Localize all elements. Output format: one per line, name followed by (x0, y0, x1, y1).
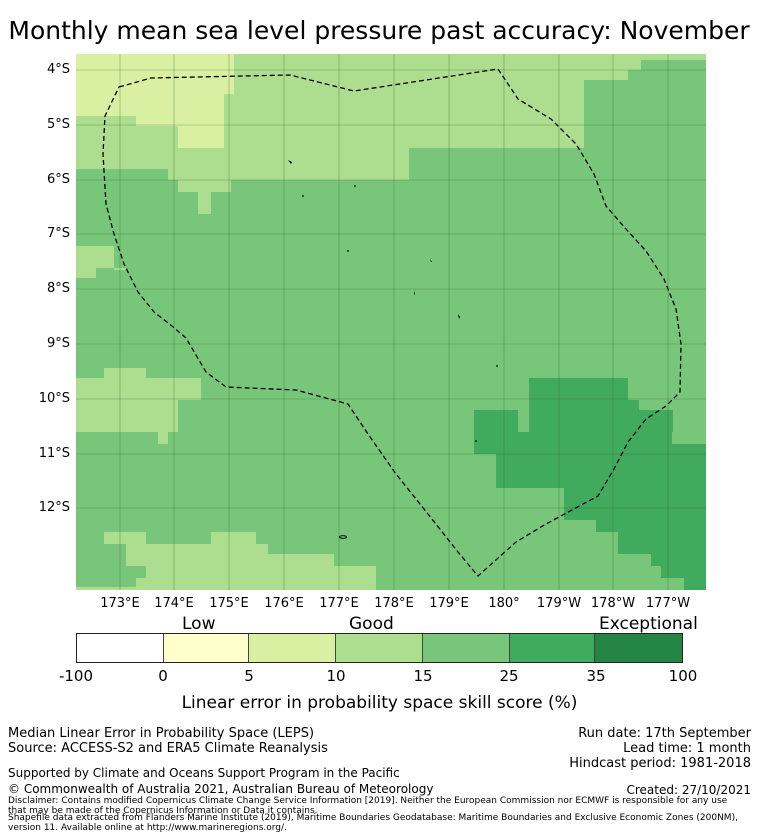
lon-label: 178°E (374, 596, 414, 611)
lon-label: 179°W (536, 596, 582, 611)
colorbar-tick: 15 (413, 667, 433, 685)
island (458, 314, 460, 319)
island (414, 291, 415, 295)
island (354, 185, 356, 187)
region-25-35-east (474, 378, 706, 590)
quality-low-label: Low (182, 614, 216, 634)
lon-label: 175°E (209, 596, 249, 611)
lat-label: 4°S (46, 62, 70, 77)
lead-time-text: Lead time: 1 month (623, 741, 751, 756)
colorbar-segment (595, 634, 683, 662)
lat-label: 6°S (46, 172, 70, 187)
island (347, 250, 349, 252)
copyright-text: © Commonwealth of Australia 2021, Austra… (8, 782, 434, 796)
colorbar-tick: -100 (58, 667, 94, 685)
colorbar-segment (422, 634, 510, 662)
lon-label: 180° (488, 596, 520, 611)
region-10-15-west-2 (76, 246, 114, 278)
island (430, 259, 432, 262)
lon-label: 174°E (154, 596, 194, 611)
colorbar-tick: 10 (326, 667, 346, 685)
skill-map-svg (76, 54, 706, 590)
region-15-25-notch (672, 432, 706, 444)
lon-label: 173°E (100, 596, 140, 611)
lat-label: 8°S (46, 281, 70, 296)
region-10-15-southwest (76, 368, 201, 444)
shapefile-line-2: version 11. Available online at http://w… (8, 823, 287, 833)
lon-label: 176°E (264, 596, 304, 611)
map-title: Monthly mean sea level pressure past acc… (8, 16, 750, 45)
colorbar-tick: 5 (244, 667, 254, 685)
colorbar-tick: 100 (668, 667, 698, 685)
colorbar-segment (336, 634, 423, 662)
shapefile-line-1: Shapefile data extracted from Flanders M… (8, 813, 738, 823)
run-date-text: Run date: 17th September (578, 726, 751, 741)
region-10-15-south (76, 532, 376, 590)
colorbar-tick: 0 (158, 667, 168, 685)
island (288, 160, 292, 164)
method-text: Median Linear Error in Probability Space… (8, 726, 315, 741)
colorbar-label: Linear error in probability space skill … (181, 693, 578, 713)
colorbar-segment (163, 634, 250, 662)
lon-label: 179°E (429, 596, 469, 611)
lon-label: 178°W (590, 596, 636, 611)
colorbar-tick: 25 (499, 667, 519, 685)
colorbar-segment (509, 634, 596, 662)
disclaimer-line-2: that may be made of the Copernicus Infor… (8, 806, 318, 816)
lat-label: 10°S (38, 391, 70, 406)
source-text: Source: ACCESS-S2 and ERA5 Climate Reana… (8, 741, 328, 756)
lat-label: 7°S (46, 226, 70, 241)
lon-label: 177°W (645, 596, 691, 611)
lat-label: 11°S (38, 446, 70, 461)
island (496, 365, 498, 367)
eez-boundary (102, 68, 682, 577)
lat-label: 9°S (46, 336, 70, 351)
supported-text: Supported by Climate and Oceans Support … (8, 766, 400, 780)
colorbar-segment (77, 634, 164, 662)
quality-good-label: Good (349, 614, 394, 634)
colorbar-segment (249, 634, 337, 662)
hindcast-text: Hindcast period: 1981-2018 (569, 756, 751, 771)
lon-label: 177°E (319, 596, 359, 611)
lat-label: 5°S (46, 117, 70, 132)
colorbar-tick: 35 (586, 667, 606, 685)
created-text: Created: 27/10/2021 (626, 783, 751, 797)
island (339, 535, 347, 539)
skill-map (76, 54, 706, 590)
disclaimer-line-1: Disclaimer: Contains modified Copernicus… (8, 796, 728, 806)
colorbar (76, 633, 683, 663)
island (302, 195, 304, 197)
gridlines (76, 54, 706, 590)
quality-exceptional-label: Exceptional (599, 614, 698, 634)
lat-label: 12°S (38, 500, 70, 515)
island (475, 440, 477, 442)
